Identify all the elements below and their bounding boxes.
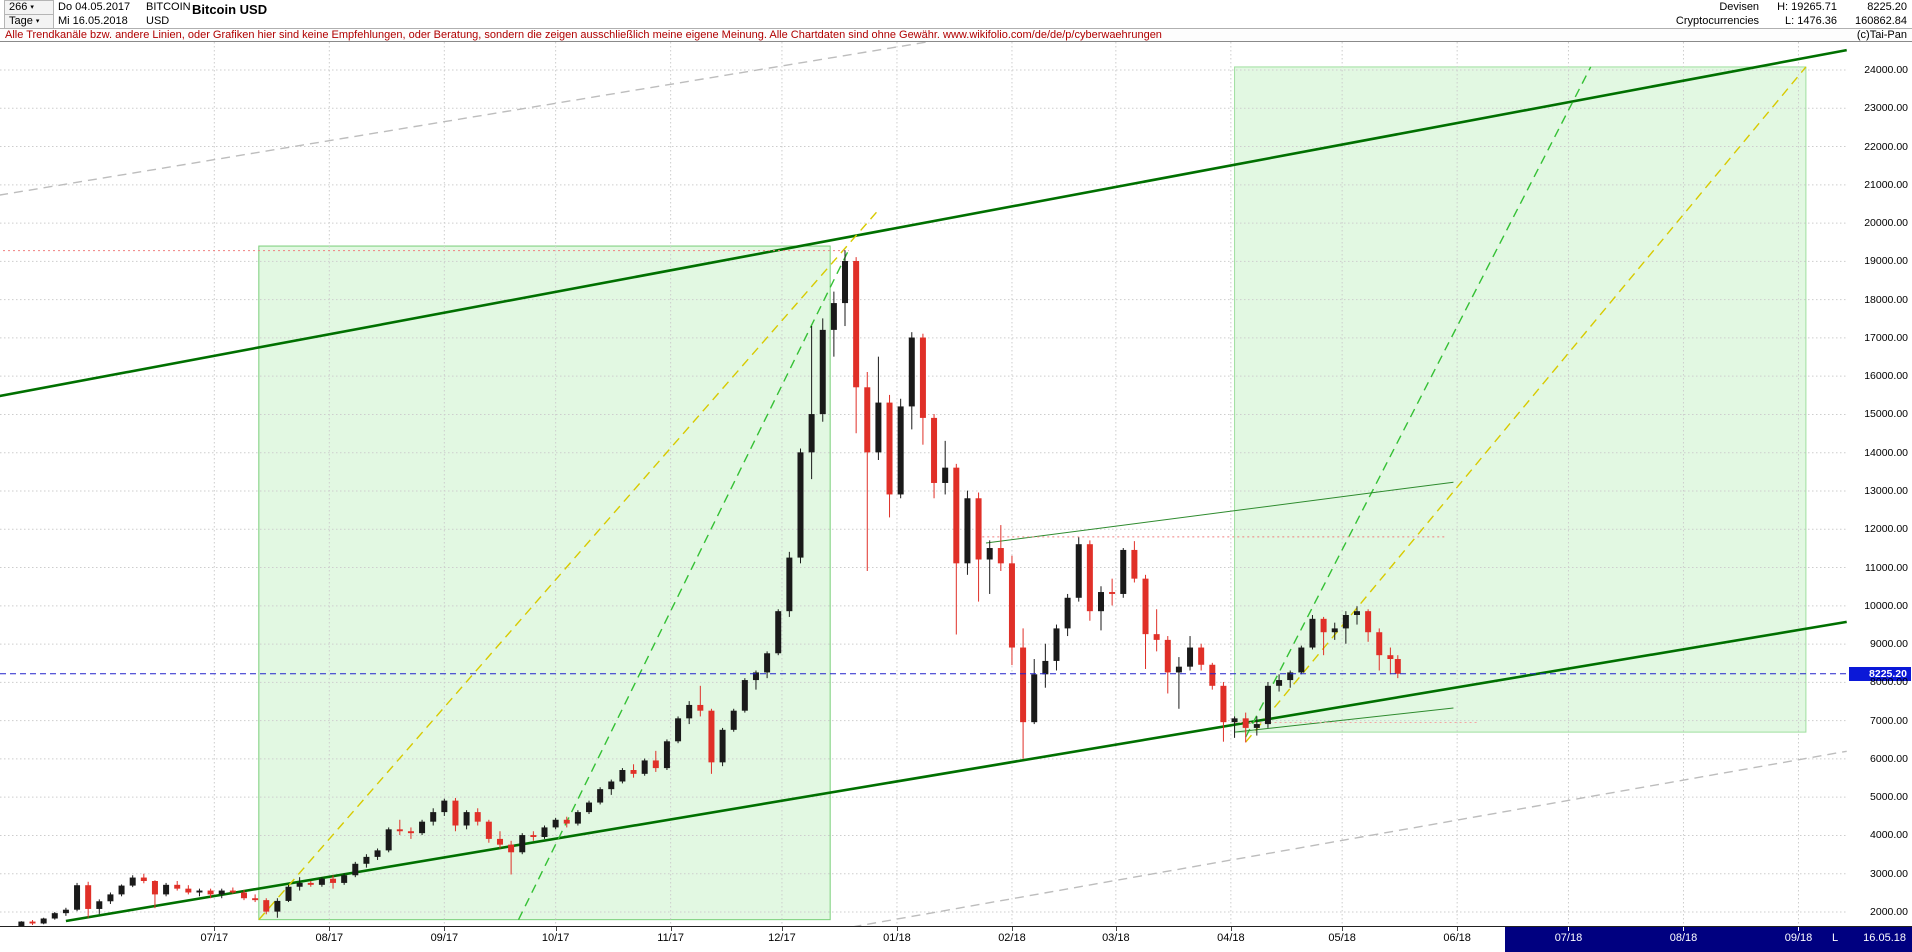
price-axis-label: 3000.00 [1870,867,1908,880]
price-axis-label: 9000.00 [1870,638,1908,651]
chart-area: 8225.20 24000.00 23000.00 22000.00 21000.00… [0,42,1912,926]
copyright-label: (c)Tai-Pan [1856,29,1907,41]
candles-layer [18,250,1401,926]
chart-title: Bitcoin USD [192,2,268,17]
price-axis-label: 12000.00 [1864,523,1908,536]
price-axis-label: 19000.00 [1864,255,1908,268]
volume-value: 160862.84 [1855,15,1907,27]
disclaimer-text: Alle Trendkanäle bzw. andere Linien, ode… [5,29,1162,41]
price-axis-label: 15000.00 [1864,408,1908,421]
month-label: 07/18 [1554,932,1583,944]
price-axis-label: 23000.00 [1864,102,1908,115]
axis-tick [1798,927,1800,931]
axis-tick [1568,927,1570,931]
month-label: 09/18 [1784,932,1813,944]
month-label: 08/18 [1669,932,1698,944]
price-axis-label: 4000.00 [1870,829,1908,842]
chart-canvas[interactable] [0,42,1848,926]
price-axis-label: 20000.00 [1864,217,1908,230]
timeframe-value: Tage [9,15,33,27]
history-low: L: 1476.36 [1785,15,1837,27]
axis-tick [329,927,331,931]
price-axis-label: 14000.00 [1864,446,1908,459]
price-axis-label: 2000.00 [1870,906,1908,918]
timeframe-dropdown[interactable]: Tage ▾ [4,13,54,29]
axis-tick [1011,927,1013,931]
disclaimer-bar: Alle Trendkanäle bzw. andere Linien, ode… [0,28,1912,42]
axis-tick [670,927,672,931]
month-label: 06/18 [1443,932,1471,944]
future-period-strip [1505,927,1912,952]
axis-tick [214,927,216,931]
chevron-down-icon: ▾ [35,17,40,25]
price-axis-label: 24000.00 [1864,64,1908,76]
chevron-down-icon: ▾ [30,3,34,11]
current-price-badge: 8225.20 [1849,666,1911,681]
instrument-category: Devisen Cryptocurrencies [1676,0,1759,28]
price-axis-label: 22000.00 [1864,140,1908,153]
price-axis-label: 8000.00 [1870,676,1908,689]
last-date-label: 16.05.18 [1863,932,1906,944]
price-axis-label: 13000.00 [1864,485,1908,497]
price-axis-label: 6000.00 [1870,752,1908,765]
month-label: 12/17 [768,932,796,944]
price-axis-label: 17000.00 [1864,331,1908,344]
month-label: 10/17 [541,932,570,944]
price-axis-label: 7000.00 [1870,714,1908,727]
category-line2: Cryptocurrencies [1675,15,1760,27]
month-label: 05/18 [1328,932,1356,944]
month-label: 01/18 [883,932,911,944]
last-marker: L [1832,932,1839,944]
history-high: H: 19265.71 [1777,1,1837,13]
regions-layer [258,66,1807,921]
price-axis: 8225.20 24000.00 23000.00 22000.00 21000.00… [1848,42,1912,926]
axis-tick [1457,927,1459,931]
month-label: 11/17 [657,932,684,944]
month-label: 09/17 [430,932,459,944]
month-label: 08/17 [315,932,344,944]
time-axis: L 16.05.18 07/17 08/17 09/17 10/17 11/17 12/1… [0,926,1912,952]
month-label: 04/18 [1217,932,1245,944]
start-date: Do 04.05.2017 [58,1,131,13]
month-label: 07/17 [200,932,229,944]
month-label: 03/18 [1102,932,1130,944]
price-axis-label: 10000.00 [1864,599,1908,612]
high-low-block: H: 19265.71 L: 1476.36 [1777,0,1837,28]
category-line1: Devisen [1719,1,1760,13]
axis-tick [781,927,783,931]
axis-tick [1683,927,1685,931]
last-price: 8225.20 [1867,1,1907,13]
price-axis-label: 11000.00 [1864,561,1908,574]
price-axis-label: 21000.00 [1864,178,1908,191]
axis-tick [1230,927,1232,931]
annotation-lines-layer [0,42,1847,926]
currency-code: USD [146,15,170,27]
end-date: Mi 16.05.2018 [58,15,128,27]
symbol-code: BITCOIN [146,1,191,13]
axis-tick [444,927,446,931]
axis-tick [896,927,898,931]
bars-count-dropdown[interactable]: 266 ▾ [4,0,54,15]
price-axis-label: 18000.00 [1864,293,1908,306]
price-axis-label: 16000.00 [1864,370,1908,383]
bars-count-value: 266 [9,1,28,13]
last-price-block: 8225.20 160862.84 [1855,0,1907,28]
month-label: 02/18 [998,932,1026,944]
axis-tick [1115,927,1117,931]
instrument-info-block: Devisen Cryptocurrencies H: 19265.71 L: … [1676,0,1907,28]
axis-tick [1342,927,1344,931]
price-axis-label: 5000.00 [1870,791,1908,804]
axis-tick [555,927,557,931]
chart-header: 266 ▾ Do 04.05.2017 BITCOIN Tage ▾ Mi 16… [0,0,1912,29]
